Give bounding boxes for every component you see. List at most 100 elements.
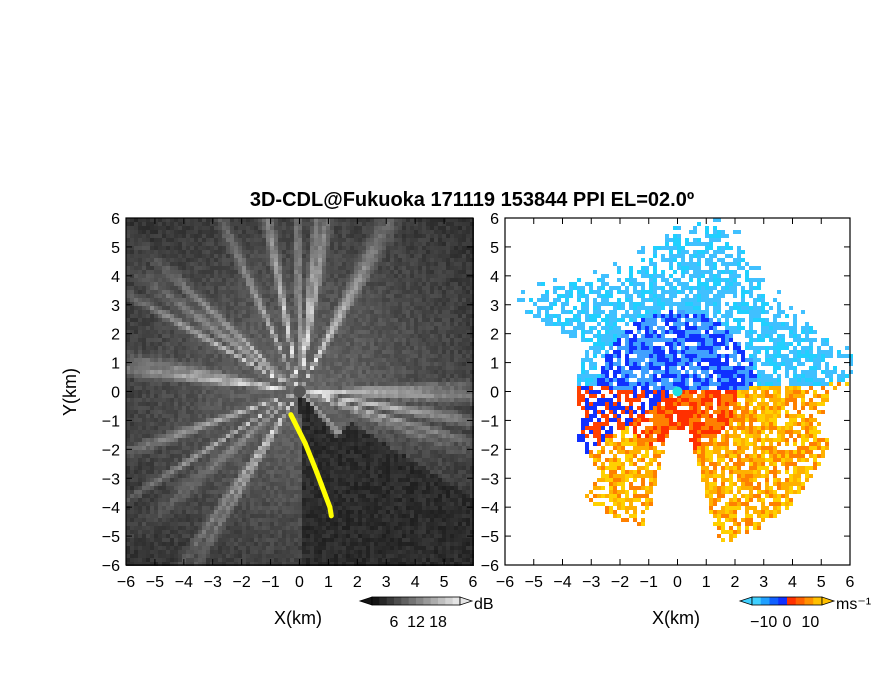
reflectivity-cell — [150, 294, 154, 298]
reflectivity-cell — [170, 342, 174, 346]
reflectivity-cell — [470, 310, 474, 314]
reflectivity-cell — [414, 402, 418, 406]
reflectivity-cell — [190, 422, 194, 426]
reflectivity-cell — [242, 254, 246, 258]
reflectivity-cell — [378, 242, 382, 246]
reflectivity-cell — [410, 314, 414, 318]
reflectivity-cell — [230, 250, 234, 254]
reflectivity-cell — [134, 290, 138, 294]
reflectivity-cell — [382, 394, 386, 398]
reflectivity-cell — [182, 434, 186, 438]
reflectivity-cell — [418, 354, 422, 358]
reflectivity-cell — [354, 350, 358, 354]
reflectivity-cell — [126, 310, 130, 314]
reflectivity-cell — [206, 314, 210, 318]
reflectivity-cell — [430, 382, 434, 386]
reflectivity-cell — [342, 226, 346, 230]
reflectivity-cell — [438, 358, 442, 362]
reflectivity-cell — [202, 394, 206, 398]
reflectivity-cell — [450, 422, 454, 426]
reflectivity-cell — [154, 226, 158, 230]
reflectivity-cell — [466, 246, 470, 250]
reflectivity-cell — [294, 314, 298, 318]
reflectivity-cell — [270, 330, 274, 334]
reflectivity-cell — [318, 382, 322, 386]
reflectivity-cell — [322, 438, 326, 442]
reflectivity-cell — [326, 354, 330, 358]
reflectivity-cell — [446, 262, 450, 266]
reflectivity-cell — [310, 422, 314, 426]
reflectivity-cell — [374, 362, 378, 366]
reflectivity-cell — [282, 270, 286, 274]
reflectivity-cell — [410, 298, 414, 302]
reflectivity-cell — [342, 294, 346, 298]
reflectivity-cell — [130, 234, 134, 238]
reflectivity-cell — [394, 354, 398, 358]
reflectivity-cell — [370, 410, 374, 414]
reflectivity-cell — [238, 346, 242, 350]
reflectivity-cell — [314, 362, 318, 366]
reflectivity-cell — [302, 230, 306, 234]
reflectivity-cell — [242, 266, 246, 270]
reflectivity-cell — [210, 286, 214, 290]
reflectivity-cell — [310, 306, 314, 310]
reflectivity-cell — [470, 354, 474, 358]
reflectivity-cell — [374, 286, 378, 290]
reflectivity-cell — [466, 294, 470, 298]
reflectivity-cell — [162, 362, 166, 366]
reflectivity-cell — [290, 374, 294, 378]
reflectivity-cell — [346, 430, 350, 434]
reflectivity-cell — [158, 338, 162, 342]
reflectivity-cell — [450, 306, 454, 310]
reflectivity-cell — [250, 282, 254, 286]
reflectivity-cell — [290, 354, 294, 358]
reflectivity-cell — [222, 346, 226, 350]
reflectivity-cell — [362, 438, 366, 442]
reflectivity-cell — [394, 266, 398, 270]
reflectivity-cell — [234, 406, 238, 410]
reflectivity-cell — [354, 330, 358, 334]
reflectivity-cell — [458, 250, 462, 254]
reflectivity-cell — [170, 382, 174, 386]
reflectivity-cell — [170, 226, 174, 230]
reflectivity-cell — [290, 254, 294, 258]
reflectivity-cell — [402, 298, 406, 302]
reflectivity-cell — [358, 438, 362, 442]
reflectivity-cell — [450, 242, 454, 246]
reflectivity-cell — [382, 366, 386, 370]
reflectivity-cell — [242, 274, 246, 278]
reflectivity-cell — [286, 358, 290, 362]
reflectivity-cell — [238, 294, 242, 298]
reflectivity-cell — [318, 358, 322, 362]
reflectivity-cell — [334, 294, 338, 298]
reflectivity-cell — [274, 258, 278, 262]
reflectivity-cell — [142, 218, 146, 222]
reflectivity-cell — [142, 242, 146, 246]
reflectivity-cell — [222, 218, 226, 222]
reflectivity-cell — [134, 402, 138, 406]
reflectivity-cell — [250, 222, 254, 226]
reflectivity-cell — [222, 394, 226, 398]
reflectivity-cell — [202, 438, 206, 442]
reflectivity-cell — [330, 326, 334, 330]
reflectivity-cell — [318, 306, 322, 310]
reflectivity-cell — [290, 286, 294, 290]
reflectivity-cell — [282, 406, 286, 410]
reflectivity-cell — [230, 274, 234, 278]
reflectivity-cell — [386, 334, 390, 338]
reflectivity-cell — [430, 226, 434, 230]
reflectivity-cell — [350, 378, 354, 382]
reflectivity-cell — [458, 310, 462, 314]
reflectivity-cell — [334, 250, 338, 254]
reflectivity-cell — [434, 342, 438, 346]
reflectivity-cell — [270, 278, 274, 282]
reflectivity-cell — [394, 326, 398, 330]
reflectivity-cell — [418, 410, 422, 414]
reflectivity-cell — [334, 358, 338, 362]
reflectivity-cell — [346, 346, 350, 350]
reflectivity-cell — [470, 398, 474, 402]
reflectivity-cell — [382, 230, 386, 234]
reflectivity-cell — [462, 314, 466, 318]
reflectivity-cell — [170, 330, 174, 334]
reflectivity-cell — [406, 322, 410, 326]
